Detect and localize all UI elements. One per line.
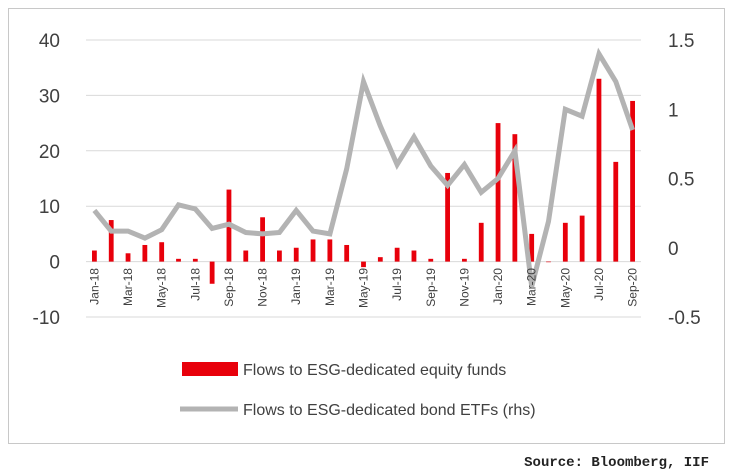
left-tick-label: 40: [39, 31, 60, 52]
x-tick-label: May-20: [558, 268, 572, 308]
bar: [125, 253, 131, 262]
right-tick-label: 1.5: [668, 31, 694, 52]
right-tick-label: -0.5: [668, 308, 701, 329]
bar: [293, 247, 299, 262]
bar: [546, 261, 551, 263]
bar: [377, 257, 383, 262]
x-tick-label: Jul-18: [188, 268, 202, 301]
bar: [327, 239, 333, 262]
bar: [142, 244, 148, 262]
bar: [462, 258, 467, 262]
x-tick-label: Jul-19: [390, 268, 404, 301]
bar: [411, 250, 417, 262]
x-tick-label: Mar-20: [525, 268, 539, 306]
right-tick-label: 0: [668, 239, 679, 260]
x-tick-label: Jan-19: [289, 268, 303, 305]
bar: [344, 244, 350, 262]
bar: [92, 250, 97, 262]
x-tick-label: Mar-18: [121, 268, 135, 306]
x-tick-label: Nov-19: [457, 268, 471, 307]
bar: [630, 100, 635, 262]
bar: [108, 220, 114, 262]
bar: [176, 258, 181, 262]
series-line: [92, 47, 635, 288]
bar: [159, 242, 165, 262]
left-axis-ticks: -10 0 10 20 30 40: [33, 31, 60, 329]
x-tick-label: Sep-20: [626, 268, 640, 307]
x-tick-label: Jul-20: [592, 268, 606, 301]
bond-etf-line: [92, 47, 635, 288]
bar: [512, 134, 518, 262]
x-axis-ticks: Jan-18 Mar-18 May-18 Jul-18 Sep-18 Nov-18 Jan-…: [87, 268, 639, 308]
bar: [260, 217, 265, 262]
right-tick-label: 1: [668, 100, 679, 121]
bar: [529, 233, 535, 262]
x-tick-label: Jan-18: [87, 268, 101, 305]
x-tick-label: Mar-19: [323, 268, 337, 306]
legend-label-equity: Flows to ESG-dedicated equity funds: [243, 362, 506, 379]
legend-label-bond: Flows to ESG-dedicated bond ETFs (rhs): [243, 402, 536, 419]
x-tick-label: Sep-18: [222, 268, 236, 307]
bar: [192, 258, 198, 262]
legend: Flows to ESG-dedicated equity funds Flow…: [180, 362, 536, 419]
left-tick-label: 0: [49, 253, 60, 274]
source-note: Source: Bloomberg, IIF: [524, 455, 709, 471]
bar: [613, 161, 619, 262]
bar: [277, 250, 282, 262]
bar: [579, 215, 585, 262]
x-tick-label: May-19: [357, 268, 371, 308]
left-tick-label: 10: [39, 197, 60, 218]
bar: [495, 123, 501, 262]
legend-swatch-equity: [182, 362, 238, 376]
bar: [361, 261, 366, 268]
bar: [445, 172, 450, 262]
bar: [310, 239, 316, 262]
x-tick-label: Nov-18: [256, 268, 270, 307]
left-tick-label: 20: [39, 142, 60, 163]
bar: [478, 222, 484, 262]
x-tick-label: Sep-19: [424, 268, 438, 307]
bar: [596, 78, 602, 262]
bar: [394, 247, 400, 262]
chart-frame: [8, 8, 725, 444]
bar: [428, 258, 434, 262]
bar: [562, 222, 568, 262]
x-tick-label: May-18: [155, 268, 169, 308]
left-tick-label: -10: [33, 308, 60, 329]
right-axis-ticks: -0.5 0 0.5 1 1.5: [668, 31, 701, 329]
bar: [209, 261, 215, 284]
bar: [243, 250, 249, 262]
left-tick-label: 30: [39, 86, 60, 107]
right-tick-label: 0.5: [668, 170, 694, 191]
x-tick-label: Jan-20: [491, 268, 505, 305]
